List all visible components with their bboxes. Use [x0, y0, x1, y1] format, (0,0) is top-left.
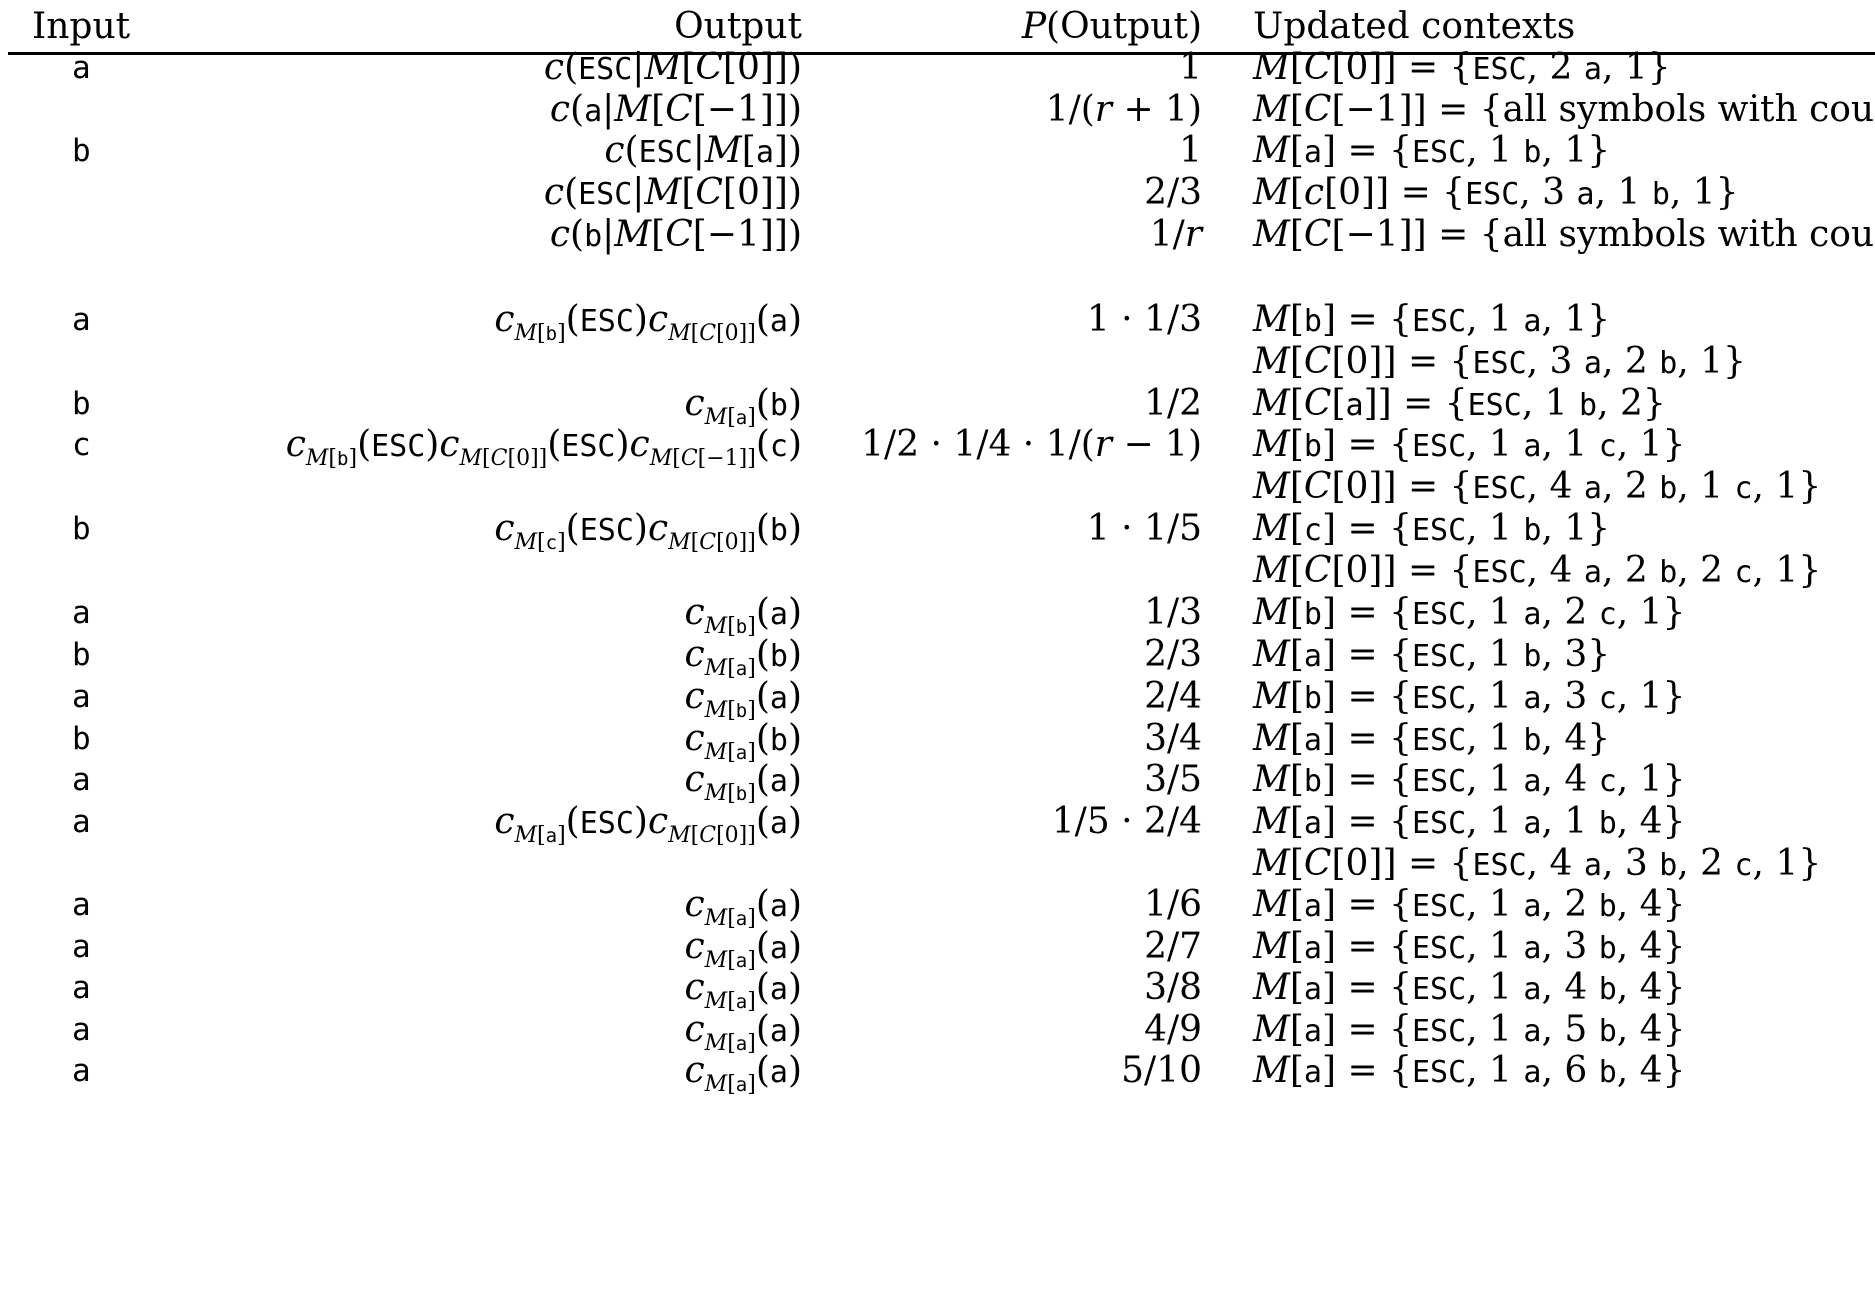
row-output: cM[a](b)	[684, 634, 803, 681]
row-input: b	[72, 133, 91, 169]
row-probability: 2/3	[1144, 634, 1202, 675]
row-output: c(b|M[C[−1]])	[549, 214, 802, 255]
row-output: cM[b](a)	[684, 676, 803, 723]
header-rule	[8, 52, 1875, 55]
row-probability: 1/2	[1144, 383, 1202, 424]
row-output: cM[a](a)	[684, 926, 803, 973]
row-input: a	[72, 50, 91, 86]
row-probability: 1 · 1/3	[1086, 299, 1202, 340]
row-input: b	[72, 511, 91, 547]
row-probability: 1/2 · 1/4 · 1/(r − 1)	[861, 424, 1202, 465]
row-probability: 1 · 1/5	[1086, 508, 1202, 549]
row-input: a	[72, 302, 91, 338]
row-updated-context: M[c[0]] = {ESC, 3 a, 1 b, 1}	[1253, 172, 1739, 213]
row-input: a	[72, 595, 91, 631]
row-updated-context: M[C[a]] = {ESC, 1 b, 2}	[1253, 383, 1666, 424]
row-output: cM[a](b)	[684, 718, 803, 765]
row-updated-context: M[C[−1]] = {all symbols with cou	[1253, 89, 1875, 130]
row-probability: 3/5	[1144, 759, 1202, 800]
row-probability: 1	[1179, 130, 1202, 171]
row-input: a	[72, 679, 91, 715]
row-probability: 5/10	[1121, 1050, 1202, 1091]
row-output: c(a|M[C[−1]])	[549, 89, 802, 130]
row-output: cM[b](ESC)cM[C[0]](a)	[494, 299, 802, 346]
row-updated-context: M[b] = {ESC, 1 a, 4 c, 1}	[1253, 759, 1686, 800]
row-input: b	[72, 721, 91, 757]
row-output: c(ESC|M[a])	[604, 130, 802, 171]
row-input: a	[72, 1053, 91, 1089]
row-updated-context: M[b] = {ESC, 1 a, 1 c, 1}	[1253, 424, 1686, 465]
row-updated-context: M[a] = {ESC, 1 a, 3 b, 4}	[1253, 926, 1686, 967]
row-updated-context: M[a] = {ESC, 1 a, 5 b, 4}	[1253, 1009, 1686, 1050]
row-input: a	[72, 970, 91, 1006]
row-probability: 1/3	[1144, 592, 1202, 633]
row-probability: 3/4	[1144, 718, 1202, 759]
row-input: c	[72, 427, 91, 463]
header-p-output: P(Output)	[1021, 6, 1202, 47]
row-updated-context: M[b] = {ESC, 1 a, 1}	[1253, 299, 1611, 340]
row-updated-context: M[a] = {ESC, 1 a, 4 b, 4}	[1253, 967, 1686, 1008]
row-output: cM[b](a)	[684, 592, 803, 639]
row-updated-context: M[C[0]] = {ESC, 4 a, 3 b, 2 c, 1}	[1253, 843, 1822, 884]
row-probability: 4/9	[1144, 1009, 1202, 1050]
row-updated-context: M[C[0]] = {ESC, 4 a, 2 b, 2 c, 1}	[1253, 550, 1822, 591]
row-input: a	[72, 929, 91, 965]
row-updated-context: M[C[−1]] = {all symbols with cou	[1253, 214, 1875, 255]
row-output: c(ESC|M[C[0]])	[543, 47, 802, 88]
header-output: Output	[674, 6, 802, 47]
row-updated-context: M[b] = {ESC, 1 a, 3 c, 1}	[1253, 676, 1686, 717]
row-input: a	[72, 1012, 91, 1048]
row-probability: 1/r	[1149, 214, 1202, 255]
row-input: a	[72, 762, 91, 798]
row-probability: 2/4	[1144, 676, 1202, 717]
row-probability: 3/8	[1144, 967, 1202, 1008]
row-input: a	[72, 804, 91, 840]
row-updated-context: M[b] = {ESC, 1 a, 2 c, 1}	[1253, 592, 1686, 633]
row-input: b	[72, 637, 91, 673]
row-probability: 1/(r + 1)	[1045, 89, 1202, 130]
row-updated-context: M[a] = {ESC, 1 a, 2 b, 4}	[1253, 884, 1686, 925]
row-output: cM[a](ESC)cM[C[0]](a)	[494, 801, 802, 848]
row-input: b	[72, 386, 91, 422]
row-probability: 1/5 · 2/4	[1051, 801, 1202, 842]
header-input: Input	[32, 6, 131, 47]
row-output: cM[a](a)	[684, 967, 803, 1014]
row-output: cM[a](a)	[684, 884, 803, 931]
row-output: cM[a](a)	[684, 1050, 803, 1097]
row-input: a	[72, 887, 91, 923]
row-updated-context: M[C[0]] = {ESC, 3 a, 2 b, 1}	[1253, 341, 1746, 382]
header-updated-contexts: Updated contexts	[1253, 6, 1576, 47]
row-probability: 2/3	[1144, 172, 1202, 213]
row-updated-context: M[a] = {ESC, 1 b, 4}	[1253, 718, 1611, 759]
row-output: cM[c](ESC)cM[C[0]](b)	[494, 508, 802, 555]
row-updated-context: M[c] = {ESC, 1 b, 1}	[1253, 508, 1611, 549]
row-updated-context: M[C[0]] = {ESC, 2 a, 1}	[1253, 47, 1671, 88]
row-probability: 1/6	[1144, 884, 1202, 925]
row-updated-context: M[a] = {ESC, 1 b, 1}	[1253, 130, 1611, 171]
row-probability: 2/7	[1144, 926, 1202, 967]
row-updated-context: M[a] = {ESC, 1 a, 1 b, 4}	[1253, 801, 1686, 842]
row-output: cM[b](a)	[684, 759, 803, 806]
row-probability: 1	[1179, 47, 1202, 88]
row-updated-context: M[a] = {ESC, 1 a, 6 b, 4}	[1253, 1050, 1686, 1091]
row-updated-context: M[C[0]] = {ESC, 4 a, 2 b, 1 c, 1}	[1253, 466, 1822, 507]
row-updated-context: M[a] = {ESC, 1 b, 3}	[1253, 634, 1611, 675]
row-output: cM[b](ESC)cM[C[0]](ESC)cM[C[−1]](c)	[285, 424, 802, 471]
row-output: cM[a](b)	[684, 383, 803, 430]
row-output: cM[a](a)	[684, 1009, 803, 1056]
row-output: c(ESC|M[C[0]])	[543, 172, 802, 213]
